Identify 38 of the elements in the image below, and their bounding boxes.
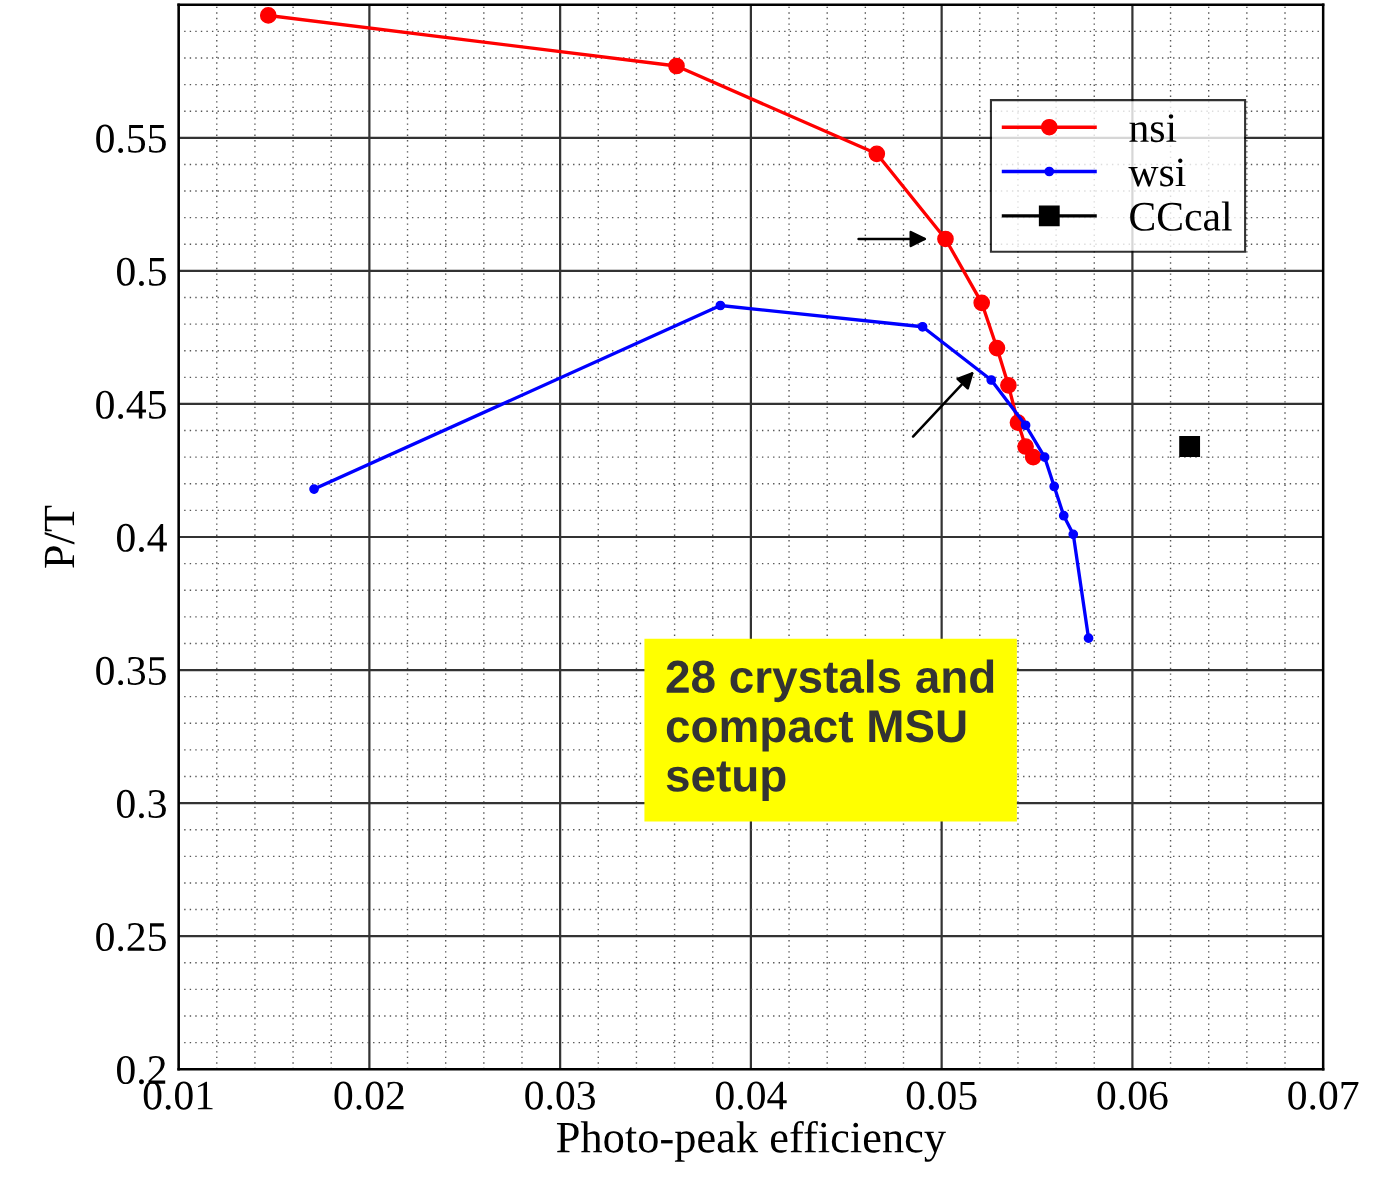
y-tick-label: 0.3	[117, 789, 166, 819]
point	[986, 375, 997, 385]
y-tick-label: 0.4	[117, 523, 167, 553]
point	[937, 230, 954, 248]
y-tick-label: 0.25	[96, 922, 166, 952]
point	[715, 300, 726, 311]
y-tick-label: 0.55	[96, 124, 166, 153]
point	[1000, 376, 1017, 394]
x-tick-label: 0.07	[1288, 1081, 1359, 1110]
y-axis-title: P/T	[44, 505, 75, 568]
legend-label: CCcal	[1130, 201, 1232, 231]
legend-label: nsi	[1129, 114, 1177, 143]
x-tick-label: 0.03	[525, 1081, 595, 1110]
annotation: 28 crystals and compact MSU setup	[666, 659, 994, 801]
point	[1039, 452, 1050, 463]
point	[868, 145, 886, 163]
point	[1179, 436, 1201, 457]
point	[917, 321, 928, 332]
x-tick-label: 0.05	[906, 1081, 977, 1110]
point	[1049, 481, 1060, 492]
point	[259, 7, 277, 24]
y-tick-label: 0.35	[96, 656, 166, 686]
point	[668, 57, 685, 75]
y-tick-label: 0.45	[96, 390, 166, 419]
x-tick-label: 0.02	[334, 1081, 404, 1110]
point	[1068, 529, 1079, 540]
point	[988, 339, 1006, 357]
legend-label: wsi	[1128, 158, 1186, 187]
point	[973, 294, 991, 312]
point	[1083, 633, 1094, 643]
x-tick-label: 0.06	[1097, 1081, 1168, 1110]
x-tick-label: 0.04	[716, 1081, 787, 1110]
point	[1024, 448, 1042, 466]
point	[1058, 510, 1069, 521]
point	[1020, 420, 1031, 431]
y-tick-label: 0.5	[117, 257, 166, 286]
x-axis-title: Photo-peak efficiency	[556, 1120, 946, 1162]
point	[309, 484, 319, 494]
